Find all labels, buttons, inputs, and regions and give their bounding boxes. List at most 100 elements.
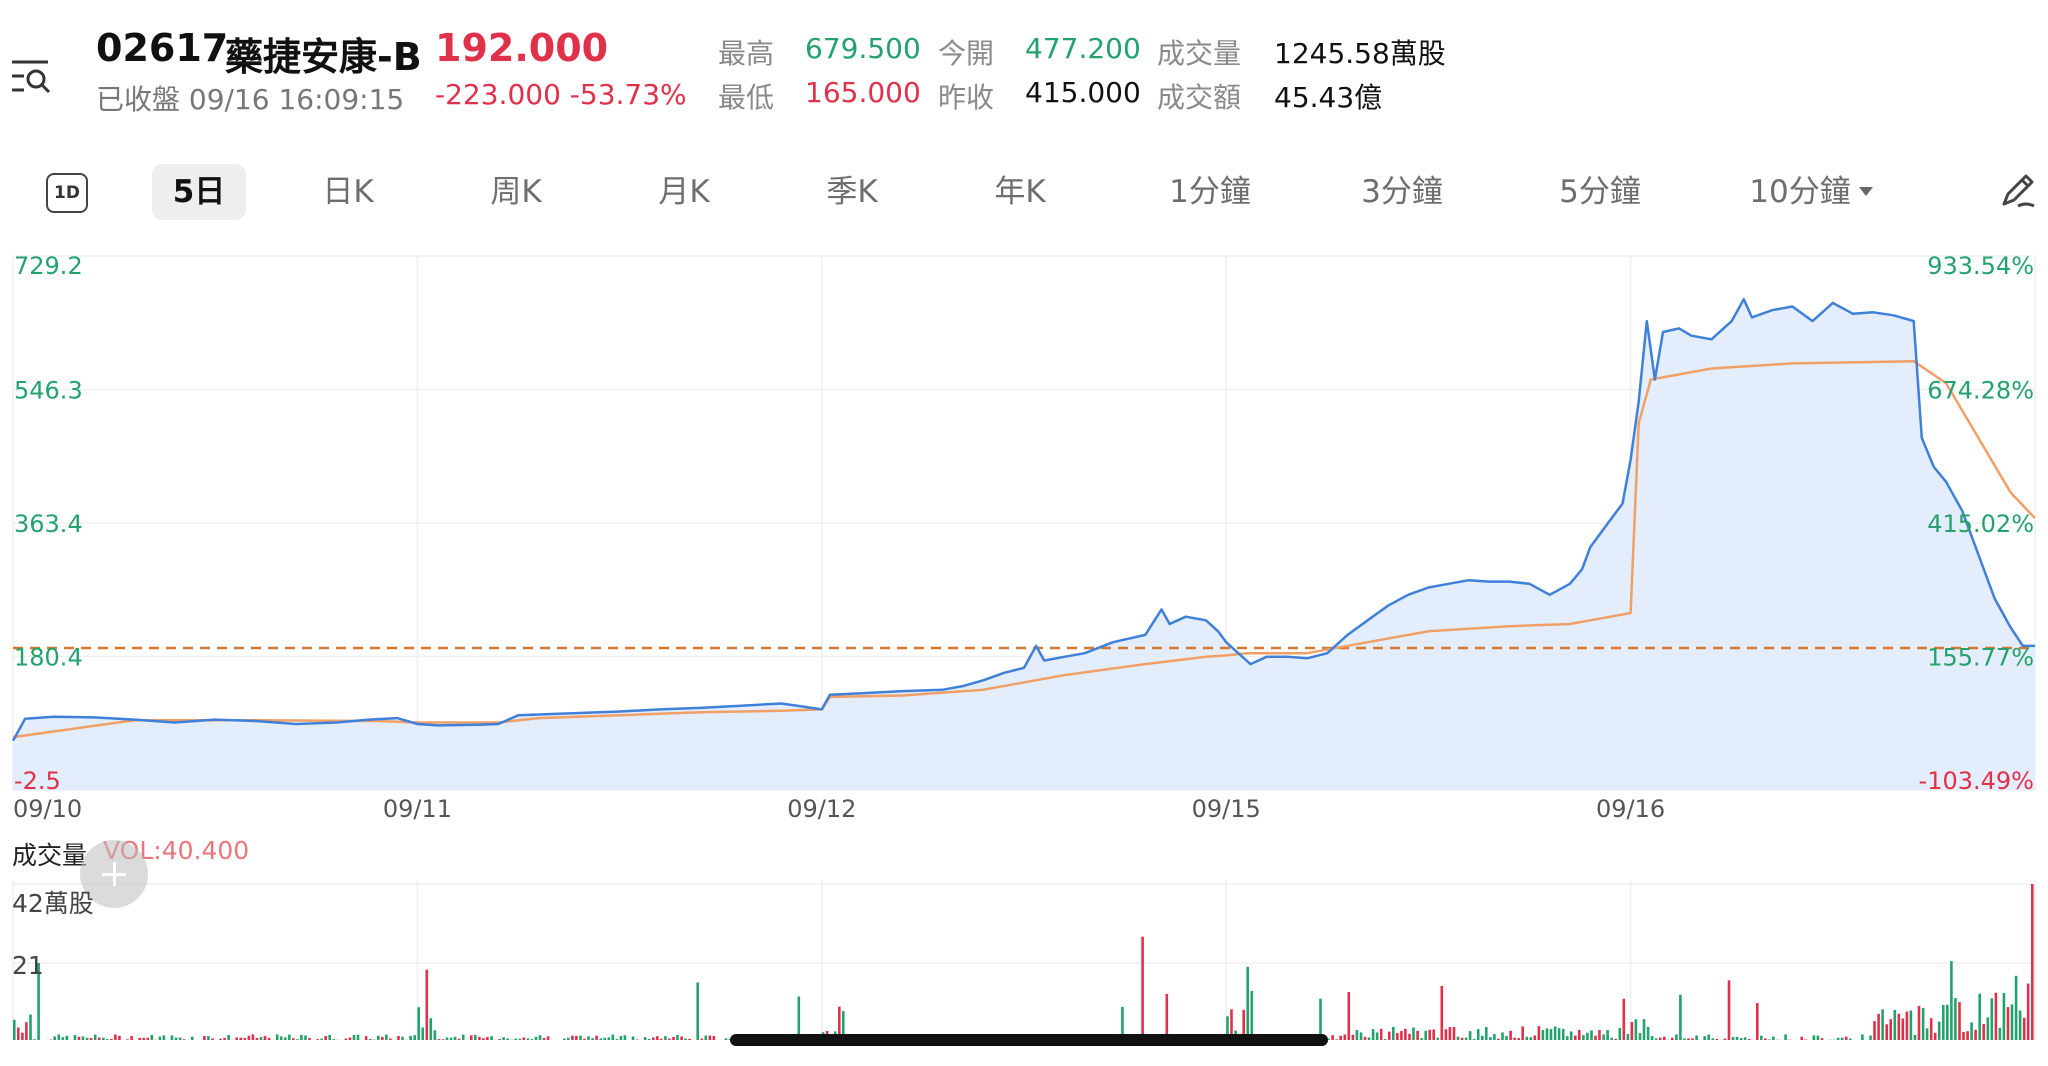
volume-bar [1658,1037,1662,1040]
volume-bar [1505,1035,1508,1040]
volume-bar [421,1027,424,1040]
volume-bar [61,1037,65,1040]
caret-down-icon[interactable] [1858,186,1874,198]
volume-bar [1937,1021,1941,1040]
volume-bar [223,1037,226,1040]
volume-bar [461,1034,465,1040]
volume-bar [1165,993,1169,1040]
volume-bar [607,1037,611,1040]
period-tabs: 1D 5日 日K 周K 月K 季K 年K 1分鐘 3分鐘 5分鐘 10分鐘 [0,164,2048,220]
volume-bar [1691,1038,1694,1040]
volume-bar [77,1036,81,1040]
volume-bar [1517,1038,1520,1040]
volume-bar [251,1034,255,1040]
price-chart[interactable]: 729.2 546.3 363.4 180.4 -2.5 933.54% 674.28% 41… [0,240,2048,1040]
volume-bar [170,1035,174,1040]
volume-bar [203,1036,206,1040]
volume-bar [1820,1038,1824,1040]
volume-bar [514,1038,518,1040]
volume-bar [1614,1038,1617,1040]
volume-bar [308,1038,311,1040]
y-right-tick: 155.77% [1927,644,2034,672]
volume-bar [563,1038,566,1040]
volume-bar [1428,1029,1431,1040]
volume-bar [2014,975,2018,1040]
volume-bar [652,1037,655,1040]
volume-bar [611,1034,615,1040]
volume-bar [243,1038,247,1040]
x-tick: 09/11 [383,795,452,823]
volume-bar [591,1038,594,1040]
y-right-tick: 415.02% [1927,510,2034,538]
volume-bar [178,1037,182,1040]
volume-bar [1933,1032,1937,1040]
home-indicator[interactable] [730,1034,1328,1046]
volume-bar [1121,1006,1124,1040]
volume-bar [1889,1019,1892,1040]
volume-bar [506,1038,509,1040]
plus-icon[interactable] [80,840,148,908]
volume-bar [1537,1026,1541,1040]
volume-bar [1893,1009,1897,1040]
tab-5min[interactable]: 5分鐘 [1559,174,1641,210]
volume-bar [1707,1034,1710,1040]
menu-search-icon[interactable] [10,56,54,100]
volume-bar [502,1037,505,1040]
x-tick: 09/12 [787,795,856,823]
tab-yearly-k[interactable]: 年K [994,174,1046,210]
volume-bar [587,1036,590,1040]
volume-bar [110,1038,113,1040]
tab-1d[interactable]: 1D [46,173,88,213]
volume-bar [1687,1038,1690,1040]
volume-bar [688,1038,691,1040]
tab-monthly-k[interactable]: 月K [658,174,710,210]
volume-tick-max: 42萬股 [12,889,94,918]
volume-bar [2022,1017,2026,1040]
volume-bar [49,1039,52,1040]
volume-bar [401,1036,404,1040]
volume-bar [1986,1017,1990,1040]
tab-10min[interactable]: 10分鐘 [1749,174,1851,210]
volume-bar [275,1034,279,1040]
tab-weekly-k[interactable]: 周K [490,174,542,210]
volume-bar [1485,1027,1488,1040]
volume-bar [1497,1038,1500,1040]
volume-bar [174,1037,178,1040]
volume-bar [680,1036,683,1040]
volume-bar [126,1039,129,1040]
x-tick: 09/16 [1596,795,1665,823]
volume-bar [1250,991,1254,1040]
volume-bar [1913,1035,1917,1040]
market-status: 已收盤 09/16 16:09:15 [96,83,405,116]
tab-quarterly-k[interactable]: 季K [826,174,878,210]
pen-icon[interactable] [1998,170,2038,210]
volume-bar [1764,1038,1767,1040]
volume-bar [1578,1029,1581,1040]
volume-bar [684,1038,687,1040]
high-value: 679.500 [805,32,921,65]
volume-bar [457,1038,461,1040]
volume-section-title: 成交量 [12,841,88,870]
volume-bar [227,1034,230,1040]
volume-bar [538,1035,542,1040]
volume-tick-mid: 21 [12,951,44,980]
tab-1min[interactable]: 1分鐘 [1169,174,1251,210]
volume-bar [316,1039,319,1040]
volume-bar [1958,1002,1961,1040]
y-left-tick: -2.5 [14,767,61,795]
volume-bar [1331,1035,1334,1040]
volume-bar [453,1036,457,1040]
volume-bar [130,1036,133,1040]
price-change: -223.000 -53.73% [435,78,687,111]
tab-3min[interactable]: 3分鐘 [1361,174,1443,210]
volume-bar [1347,992,1351,1040]
tab-daily-k[interactable]: 日K [322,174,374,210]
volume-bar [474,1034,477,1040]
volume-bar [660,1038,663,1040]
volume-bar [2006,1007,2010,1040]
volume-bar [255,1037,259,1040]
volume-bar [676,1035,679,1040]
volume-bar [397,1035,400,1040]
volume-bar [838,1006,841,1040]
tab-5day[interactable]: 5日 [152,164,246,220]
